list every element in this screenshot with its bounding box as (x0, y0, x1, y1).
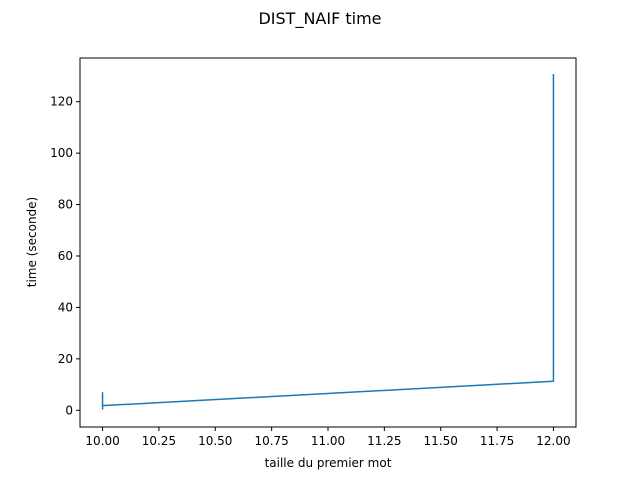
x-tick-label: 11.00 (311, 434, 345, 448)
x-tick-label: 10.25 (142, 434, 176, 448)
y-tick-label: 20 (58, 352, 73, 366)
y-tick-label: 80 (58, 198, 73, 212)
series-line-0 (101, 73, 555, 410)
x-tick-label: 11.25 (367, 434, 401, 448)
x-tick-label: 12.00 (536, 434, 570, 448)
axes-frame (79, 57, 577, 428)
plot-area (101, 73, 555, 410)
chart-title: DIST_NAIF time (258, 9, 381, 29)
x-tick-label: 10.75 (254, 434, 288, 448)
y-tick-label: 60 (58, 249, 73, 263)
y-axis-ticks: 0 20 40 60 80 100 120 (50, 95, 80, 417)
y-tick-label: 0 (65, 403, 73, 417)
y-axis-label: time (seconde) (25, 197, 39, 287)
y-tick-label: 120 (50, 95, 73, 109)
x-tick-label: 11.75 (480, 434, 514, 448)
x-tick-label: 11.50 (424, 434, 458, 448)
y-tick-label: 40 (58, 300, 73, 314)
x-axis-ticks: 10.00 10.25 10.50 10.75 11.00 11.25 11.50 11.75… (85, 427, 571, 448)
x-axis-label: taille du premier mot (265, 456, 392, 470)
x-tick-label: 10.50 (198, 434, 232, 448)
x-tick-label: 10.00 (85, 434, 119, 448)
y-tick-label: 100 (50, 146, 73, 160)
